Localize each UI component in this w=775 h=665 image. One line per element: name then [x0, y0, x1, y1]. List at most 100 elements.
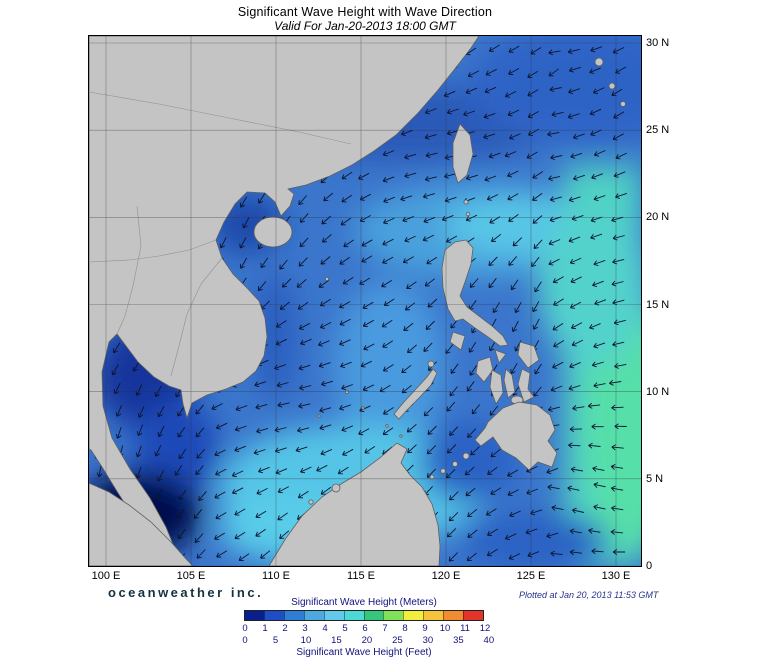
- meters-tick: 7: [382, 623, 388, 634]
- meters-tick: 1: [262, 623, 268, 634]
- colorbar-segment: [363, 611, 384, 620]
- feet-tick: 5: [272, 635, 279, 646]
- page-title: Significant Wave Height with Wave Direct…: [237, 5, 493, 19]
- spratly-islands: [385, 424, 389, 428]
- land-leyte: [517, 368, 535, 403]
- spratly-islands: [317, 414, 321, 418]
- land-ryukyu-island: [620, 101, 626, 107]
- map-frame: [88, 35, 642, 567]
- lon-tick-label: 110 E: [262, 570, 290, 582]
- meters-tick: 0: [242, 623, 248, 634]
- land-ryukyu-island: [608, 82, 616, 90]
- meters-tick-row: 0 1 2 3 4 5 6 7 8 9 10 11 12: [242, 623, 490, 634]
- valid-time-subtitle: Valid For Jan-20-2013 18:00 GMT: [274, 19, 456, 33]
- land-masbate: [494, 349, 507, 364]
- lon-tick-label: 130 E: [601, 570, 631, 582]
- meters-tick: 9: [422, 623, 428, 634]
- feet-tick: 10: [300, 635, 312, 646]
- colorbar-segment: [443, 611, 464, 620]
- land-taiwan: [452, 123, 474, 184]
- meters-tick: 8: [402, 623, 408, 634]
- land-layer: [89, 36, 626, 566]
- land-sulu-island: [429, 474, 435, 480]
- lat-tick-label: 30 N: [646, 37, 670, 49]
- legend-meters-label: Significant Wave Height (Meters): [291, 597, 437, 608]
- land-batanes-island: [465, 211, 471, 217]
- plotted-timestamp: Plotted at Jan 20, 2013 11:53 GMT: [519, 590, 659, 600]
- oceanweather-logo: oceanweather inc.: [108, 585, 264, 600]
- land-negros: [489, 369, 504, 405]
- meters-tick: 4: [322, 623, 328, 634]
- land-mindanao: [474, 401, 558, 471]
- lon-tick-label: 105 E: [176, 570, 206, 582]
- colorbar-segment: [423, 611, 444, 620]
- land-panay: [475, 356, 494, 383]
- country-borders: [89, 91, 352, 377]
- colorbar-segment: [403, 611, 424, 620]
- colorbar-segment: [283, 611, 304, 620]
- colorbar-segment: [343, 611, 364, 620]
- land-sulu-island: [440, 468, 446, 474]
- meters-tick: 6: [362, 623, 368, 634]
- longitude-axis: 100 E 105 E 110 E 115 E 120 E 125 E 130 E: [89, 570, 641, 584]
- lon-tick-label: 100 E: [91, 570, 121, 582]
- land-samar: [517, 341, 540, 369]
- colorbar: [244, 610, 484, 621]
- colorbar-segment: [383, 611, 404, 620]
- land-sulu-island: [452, 461, 458, 467]
- meters-tick: 12: [479, 623, 491, 634]
- feet-tick: 0: [242, 635, 248, 646]
- feet-tick: 20: [361, 635, 373, 646]
- meters-tick: 5: [342, 623, 348, 634]
- colorbar-segment: [245, 611, 264, 620]
- land-hainan: [253, 216, 293, 248]
- paracel-islands: [324, 276, 329, 281]
- land-cebu: [503, 368, 516, 399]
- feet-tick: 15: [331, 635, 342, 646]
- land-mindoro: [449, 331, 466, 351]
- land-anambas: [308, 499, 314, 505]
- meters-tick: 11: [460, 623, 470, 634]
- colorbar-segment: [263, 611, 284, 620]
- feet-tick: 25: [392, 635, 403, 646]
- colorbar-segment: [323, 611, 344, 620]
- land-batanes-island: [463, 199, 469, 205]
- land-sumatra: [89, 482, 194, 566]
- land-ryukyu-island: [594, 57, 604, 67]
- lat-tick-label: 25 N: [646, 124, 670, 137]
- feet-tick-row: 0 5 10 15 20 25 30 35 40: [242, 635, 494, 646]
- latitude-axis: 30 N 25 N 20 N 15 N 10 N 5 N 0: [646, 36, 690, 572]
- lon-tick-label: 125 E: [516, 570, 546, 582]
- colorbar-segment: [463, 611, 484, 620]
- meters-tick: 2: [282, 623, 288, 634]
- lat-tick-label: 15 N: [646, 298, 670, 311]
- lat-tick-label: 0: [646, 560, 653, 573]
- spratly-islands: [399, 434, 403, 438]
- land-natuna: [331, 483, 341, 493]
- latlon-grid: [89, 36, 641, 566]
- land-palawan: [393, 368, 438, 420]
- lat-tick-label: 20 N: [646, 211, 670, 224]
- spratly-islands: [345, 390, 349, 394]
- lon-tick-label: 115 E: [347, 570, 375, 582]
- meters-tick: 3: [302, 623, 308, 634]
- feet-tick: 30: [422, 635, 434, 646]
- wave-height-field: [89, 36, 641, 566]
- lat-tick-label: 10 N: [646, 385, 670, 398]
- feet-tick: 40: [483, 635, 495, 646]
- land-calamian: [427, 360, 435, 368]
- land-mainland-asia: [89, 36, 480, 551]
- meters-tick: 10: [439, 623, 451, 634]
- legend-feet-label: Significant Wave Height (Feet): [296, 647, 432, 658]
- lat-tick-label: 5 N: [646, 472, 664, 485]
- wave-map: [89, 36, 641, 566]
- land-sulu-island: [462, 452, 470, 460]
- lon-tick-label: 120 E: [431, 570, 461, 582]
- spratly-islands: [361, 406, 365, 410]
- land-borneo: [268, 442, 441, 566]
- colorbar-segment: [303, 611, 324, 620]
- feet-tick: 35: [453, 635, 464, 646]
- land-luzon: [441, 239, 509, 347]
